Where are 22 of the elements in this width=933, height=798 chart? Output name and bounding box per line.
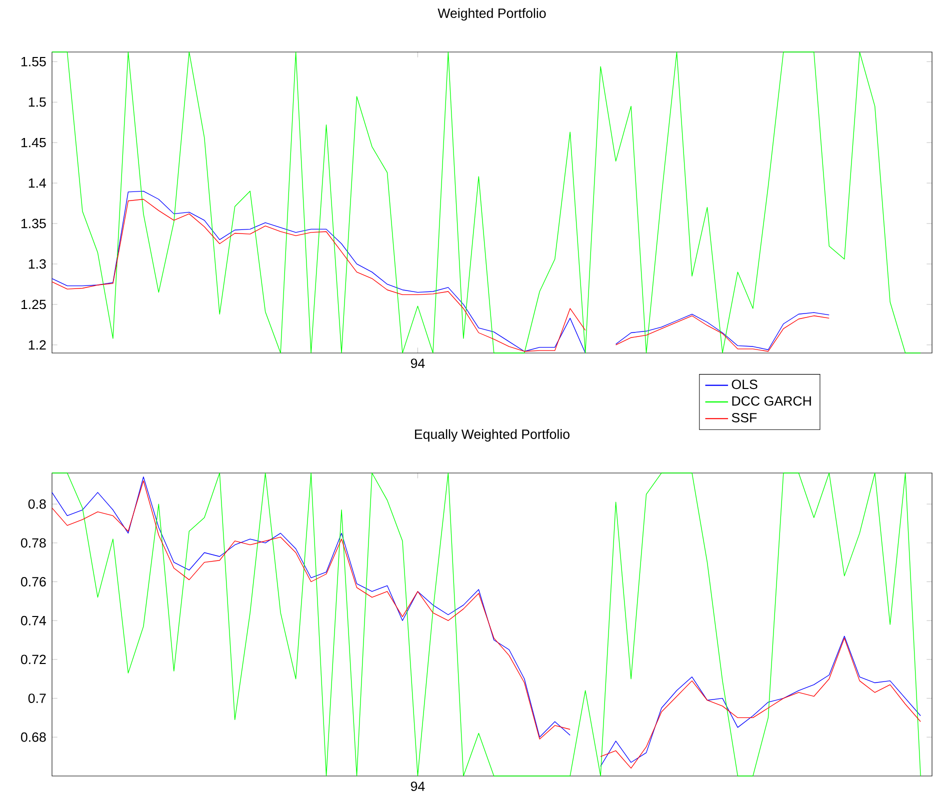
y-tick-label: 1.45 [21, 138, 46, 148]
y-tick-label: 1.55 [21, 57, 46, 66]
y-tick-label: 1.4 [28, 178, 46, 188]
y-tick-label: 1.25 [21, 300, 46, 310]
y-tick-label: 0.76 [20, 577, 46, 586]
y-tick-label: 0.74 [20, 616, 46, 626]
legend-label: DCC GARCH [732, 396, 811, 406]
legend-label: OLS [732, 380, 758, 390]
y-tick-label: 0.7 [28, 694, 46, 704]
y-tick-label: 0.68 [20, 732, 46, 742]
chart-title: Weighted Portfolio [438, 8, 546, 21]
y-tick-label: 1.35 [21, 218, 46, 228]
y-tick-label: 1.3 [28, 259, 46, 269]
chart-title: Equally Weighted Portfolio [415, 429, 570, 442]
y-tick-label: 1.2 [28, 340, 46, 350]
x-tick-label: 94 [410, 358, 425, 368]
x-tick-label: 94 [410, 782, 425, 792]
y-tick-label: 0.8 [28, 499, 46, 509]
legend-label: SSF [732, 412, 757, 422]
y-tick-label: 0.72 [20, 654, 46, 664]
y-tick-label: 1.5 [28, 97, 46, 107]
y-tick-label: 0.78 [20, 538, 46, 548]
